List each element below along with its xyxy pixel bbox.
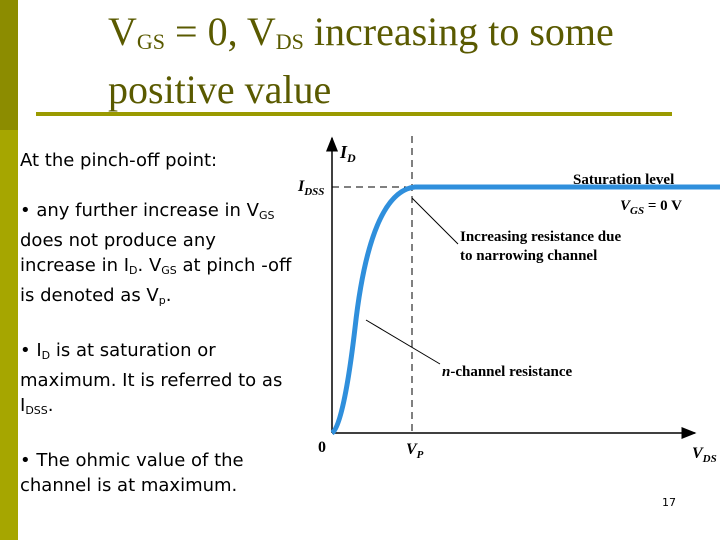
annotation-1-line-2: to narrowing channel [460, 248, 597, 264]
annotation-2: n-channel resistance [442, 364, 572, 380]
annotation-1-pointer [411, 197, 459, 245]
vp-label: VP [406, 441, 424, 461]
annotation-1-line-1: Increasing resistance due [460, 229, 621, 245]
left-accent-bar [0, 0, 18, 540]
vgs-label: VGS = 0 V [620, 198, 682, 217]
title-line-1: VGS = 0, VDS increasing to some [108, 9, 614, 54]
intro-text: At the pinch-off point: [20, 150, 218, 171]
bullet-2: • ID is at saturation or maximum. It is … [20, 340, 283, 417]
bullet-1: • any further increase in VGS does not p… [20, 200, 292, 307]
origin-label: 0 [318, 439, 326, 456]
slide-title: VGS = 0, VDS increasing to some positive… [108, 8, 708, 114]
title-line-2: positive value [108, 67, 332, 112]
annotation-2-pointer [365, 319, 441, 365]
title-underline [36, 112, 672, 116]
x-axis-label: VDS [692, 445, 717, 465]
idss-label: IDSS [297, 178, 324, 198]
bullet-3: • The ohmic value of the channel is at m… [20, 450, 244, 496]
left-accent-top [0, 0, 18, 130]
y-axis-label: ID [339, 142, 356, 165]
jfet-characteristic-figure: ID IDSS 0 VP VDS Saturation level VGS = … [297, 136, 720, 465]
body-text: At the pinch-off point: • any further in… [20, 148, 295, 523]
page-number: 17 [662, 496, 676, 509]
saturation-label: Saturation level [573, 172, 674, 188]
drain-current-curve [330, 184, 720, 436]
